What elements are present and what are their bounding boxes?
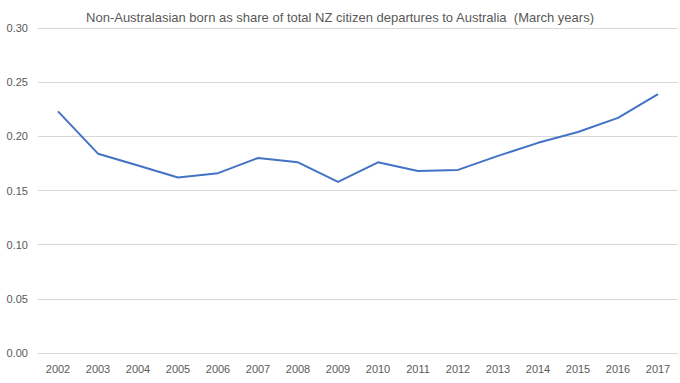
svg-text:2008: 2008 <box>286 363 310 375</box>
svg-text:2011: 2011 <box>406 363 430 375</box>
svg-text:0.30: 0.30 <box>7 22 28 34</box>
svg-text:0.00: 0.00 <box>7 347 28 359</box>
svg-text:Non-Australasian born as share: Non-Australasian born as share of total … <box>86 10 594 25</box>
svg-text:2014: 2014 <box>526 363 550 375</box>
svg-text:2013: 2013 <box>486 363 510 375</box>
svg-text:2010: 2010 <box>366 363 390 375</box>
svg-text:2016: 2016 <box>606 363 630 375</box>
svg-text:0.15: 0.15 <box>7 185 28 197</box>
svg-text:2004: 2004 <box>126 363 150 375</box>
svg-text:2009: 2009 <box>326 363 350 375</box>
svg-text:2006: 2006 <box>206 363 230 375</box>
svg-text:0.25: 0.25 <box>7 76 28 88</box>
svg-text:0.10: 0.10 <box>7 239 28 251</box>
svg-text:2015: 2015 <box>566 363 590 375</box>
svg-text:2007: 2007 <box>246 363 270 375</box>
svg-text:0.05: 0.05 <box>7 293 28 305</box>
svg-text:2012: 2012 <box>446 363 470 375</box>
svg-text:0.20: 0.20 <box>7 130 28 142</box>
svg-text:2002: 2002 <box>46 363 70 375</box>
svg-text:2003: 2003 <box>86 363 110 375</box>
svg-text:2005: 2005 <box>166 363 190 375</box>
svg-text:2017: 2017 <box>646 363 670 375</box>
